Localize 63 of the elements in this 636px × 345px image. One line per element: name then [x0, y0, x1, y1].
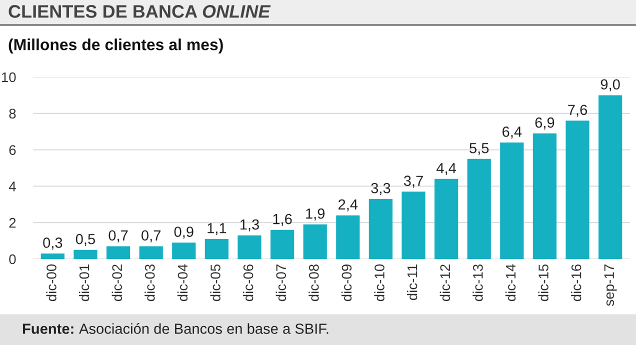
data-label: 3,3 [371, 182, 390, 195]
data-label: 4,4 [436, 163, 456, 175]
bar [500, 142, 524, 259]
data-label: 0,5 [76, 234, 96, 246]
x-tick-label: dic-04 [177, 264, 188, 302]
bar [368, 198, 393, 259]
bar [204, 238, 228, 259]
x-tick-label: dic-08 [308, 264, 319, 302]
y-tick-label: 2 [9, 218, 16, 228]
data-label: 7,6 [568, 104, 588, 117]
y-tick-label: 10 [2, 72, 16, 82]
bar [40, 254, 64, 259]
x-tick-label: dic-13 [472, 264, 483, 302]
data-label: 0,3 [43, 238, 62, 250]
data-label: 0,7 [142, 230, 160, 242]
x-tick-label: dic-06 [243, 264, 254, 302]
bar [303, 224, 327, 259]
x-tick-label: dic-09 [341, 264, 352, 302]
x-tick-label: dic-05 [210, 264, 220, 302]
data-label: 1,6 [273, 214, 292, 226]
data-label: 9,0 [600, 79, 620, 92]
bar [598, 95, 622, 259]
data-label: 1,9 [306, 208, 325, 220]
y-tick-label: 0 [9, 254, 16, 264]
bar [172, 242, 196, 259]
y-tick-label: 8 [9, 108, 16, 119]
x-tick-label: dic-03 [144, 264, 155, 302]
bar [467, 158, 491, 259]
data-label: 3,7 [404, 176, 423, 188]
x-tick-label: dic-00 [46, 264, 56, 302]
bar [402, 192, 426, 259]
data-label: 1,1 [208, 223, 226, 236]
x-tick-label: dic-07 [276, 264, 286, 302]
x-tick-label: dic-11 [407, 264, 418, 300]
x-tick-label: dic-12 [440, 264, 450, 302]
x-tick-label: dic-16 [571, 264, 582, 302]
bar [566, 120, 590, 259]
data-label: 0,7 [108, 230, 128, 242]
y-tick-label: 6 [9, 145, 16, 155]
bar [139, 246, 163, 259]
data-label: 6,4 [502, 126, 522, 139]
chart-title: CLIENTES DE BANCA ONLINE [8, 5, 271, 18]
data-label: 2,4 [338, 199, 358, 212]
y-tick-label: 4 [8, 182, 16, 192]
bar [270, 230, 294, 259]
data-label: 1,3 [240, 219, 259, 232]
data-label: 0,9 [174, 226, 194, 239]
x-tick-label: dic-02 [112, 264, 122, 302]
bar [434, 178, 458, 259]
x-tick-label: dic-10 [374, 264, 384, 302]
bar [74, 250, 98, 259]
bar [106, 246, 130, 259]
bar [238, 235, 262, 259]
data-label: 5,5 [470, 143, 489, 155]
x-tick-label: sep-17 [604, 264, 617, 306]
data-label: 6,9 [535, 117, 554, 130]
x-tick-label: dic-01 [79, 264, 90, 302]
bar [336, 215, 360, 259]
x-tick-label: dic-15 [538, 264, 548, 302]
source-note: Fuente: Asociación de Bancos en base a SBIF. [22, 323, 328, 334]
x-tick-label: dic-14 [505, 264, 516, 302]
chart-subtitle: (Millones de clientes al mes) [8, 38, 223, 54]
bar [532, 133, 557, 259]
